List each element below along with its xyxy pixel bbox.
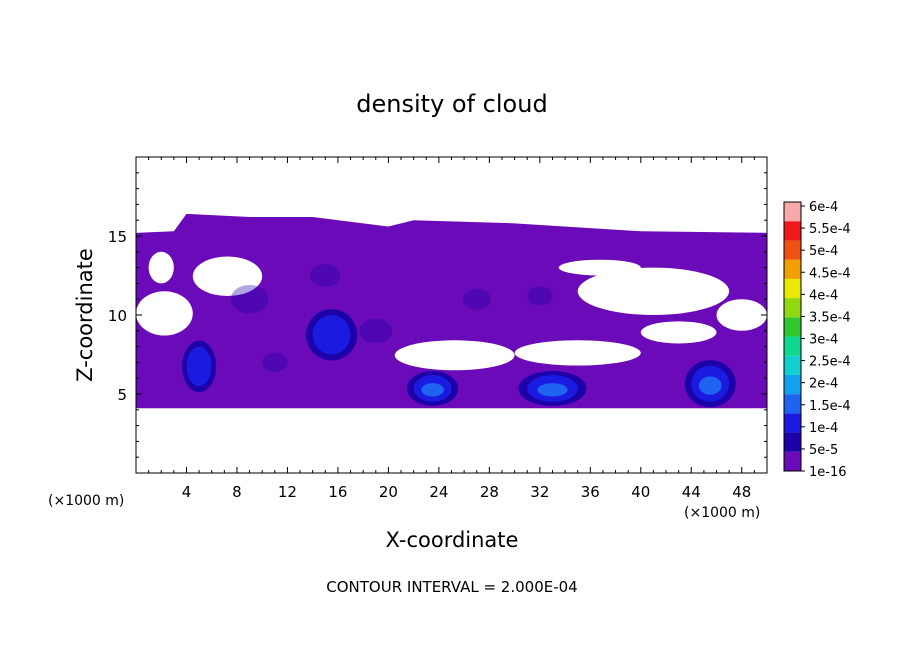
y-tick-label: 5 <box>117 386 127 404</box>
colorbar-label: 5.5e-4 <box>809 222 851 237</box>
x-tick-label: 40 <box>631 483 650 501</box>
colorbar-swatch <box>784 394 801 414</box>
x-tick-label: 48 <box>732 483 751 501</box>
colorbar-swatch <box>784 432 801 452</box>
colorbar-label: 6e-4 <box>809 200 838 215</box>
contour-interval-footer: CONTOUR INTERVAL = 2.000E-04 <box>326 578 577 596</box>
colorbar-label: 5e-4 <box>809 244 838 259</box>
density-patch <box>262 352 288 372</box>
x-tick-label: 12 <box>278 483 297 501</box>
colorbar-label: 2e-4 <box>809 377 838 392</box>
core-inner <box>537 383 568 397</box>
clear-gap <box>148 251 174 284</box>
x-tick-label: 44 <box>682 483 701 501</box>
colorbar-swatch <box>784 374 801 395</box>
y-tick-label: 15 <box>108 228 127 246</box>
clear-gap <box>577 267 730 315</box>
clear-gap <box>514 340 641 366</box>
clear-gap <box>136 291 193 336</box>
colorbar-swatch <box>784 317 801 337</box>
colorbar-swatch <box>784 259 801 279</box>
chart-title: density of cloud <box>356 90 547 118</box>
colorbar-label: 1.5e-4 <box>809 399 851 414</box>
y-tick-label: 10 <box>108 307 127 325</box>
x-tick-label: 20 <box>379 483 398 501</box>
colorbar-label: 1e-4 <box>809 421 838 436</box>
colorbar-swatch <box>784 336 801 356</box>
colorbar-swatch <box>784 240 801 260</box>
colorbar-swatch <box>784 451 801 471</box>
colorbar: 1e-16 5e-5 1e-4 1.5e-4 2e-4 2.5e-4 3e-4 3.5e-4 4… <box>783 200 851 480</box>
density-patch <box>230 284 269 314</box>
core-inner <box>191 358 207 379</box>
clear-gap <box>640 321 717 344</box>
colorbar-label: 1e-16 <box>809 465 847 480</box>
y-axis-label: Z-coordinate <box>73 248 97 382</box>
x-units-right: (×1000 m) <box>684 505 760 521</box>
x-tick-label: 16 <box>328 483 347 501</box>
colorbar-frame <box>783 201 802 472</box>
colorbar-swatch <box>784 278 801 299</box>
density-patch <box>310 264 341 287</box>
clear-gap <box>192 256 263 297</box>
colorbar-label: 5e-5 <box>809 443 838 458</box>
density-patch <box>359 318 393 344</box>
x-tick-label: 28 <box>480 483 499 501</box>
density-patch <box>527 286 553 306</box>
colorbar-swatch <box>784 355 801 375</box>
colorbar-label: 3.5e-4 <box>809 310 851 325</box>
colorbar-swatch <box>784 298 801 318</box>
colorbar-swatch <box>784 413 801 433</box>
core-inner <box>421 383 444 397</box>
plot-area <box>136 213 767 409</box>
colorbar-label: 3e-4 <box>809 333 838 348</box>
core-inner <box>320 326 343 347</box>
x-axis-label: X-coordinate <box>386 528 519 552</box>
colorbar-label: 4.5e-4 <box>809 266 851 281</box>
clear-gap <box>558 259 641 276</box>
clear-gap <box>394 340 515 371</box>
x-units-left: (×1000 m) <box>48 493 124 509</box>
x-tick-label: 36 <box>581 483 600 501</box>
x-tick-label: 24 <box>429 483 448 501</box>
x-tick-label: 4 <box>182 483 192 501</box>
colorbar-swatch <box>784 202 801 222</box>
clear-gap <box>716 299 767 331</box>
x-tick-label: 8 <box>232 483 242 501</box>
x-tick-label: 32 <box>530 483 549 501</box>
colorbar-label: 4e-4 <box>809 288 838 303</box>
colorbar-label: 2.5e-4 <box>809 355 851 370</box>
core-inner <box>698 376 722 395</box>
colorbar-swatch <box>784 221 801 241</box>
density-patch <box>462 288 491 310</box>
